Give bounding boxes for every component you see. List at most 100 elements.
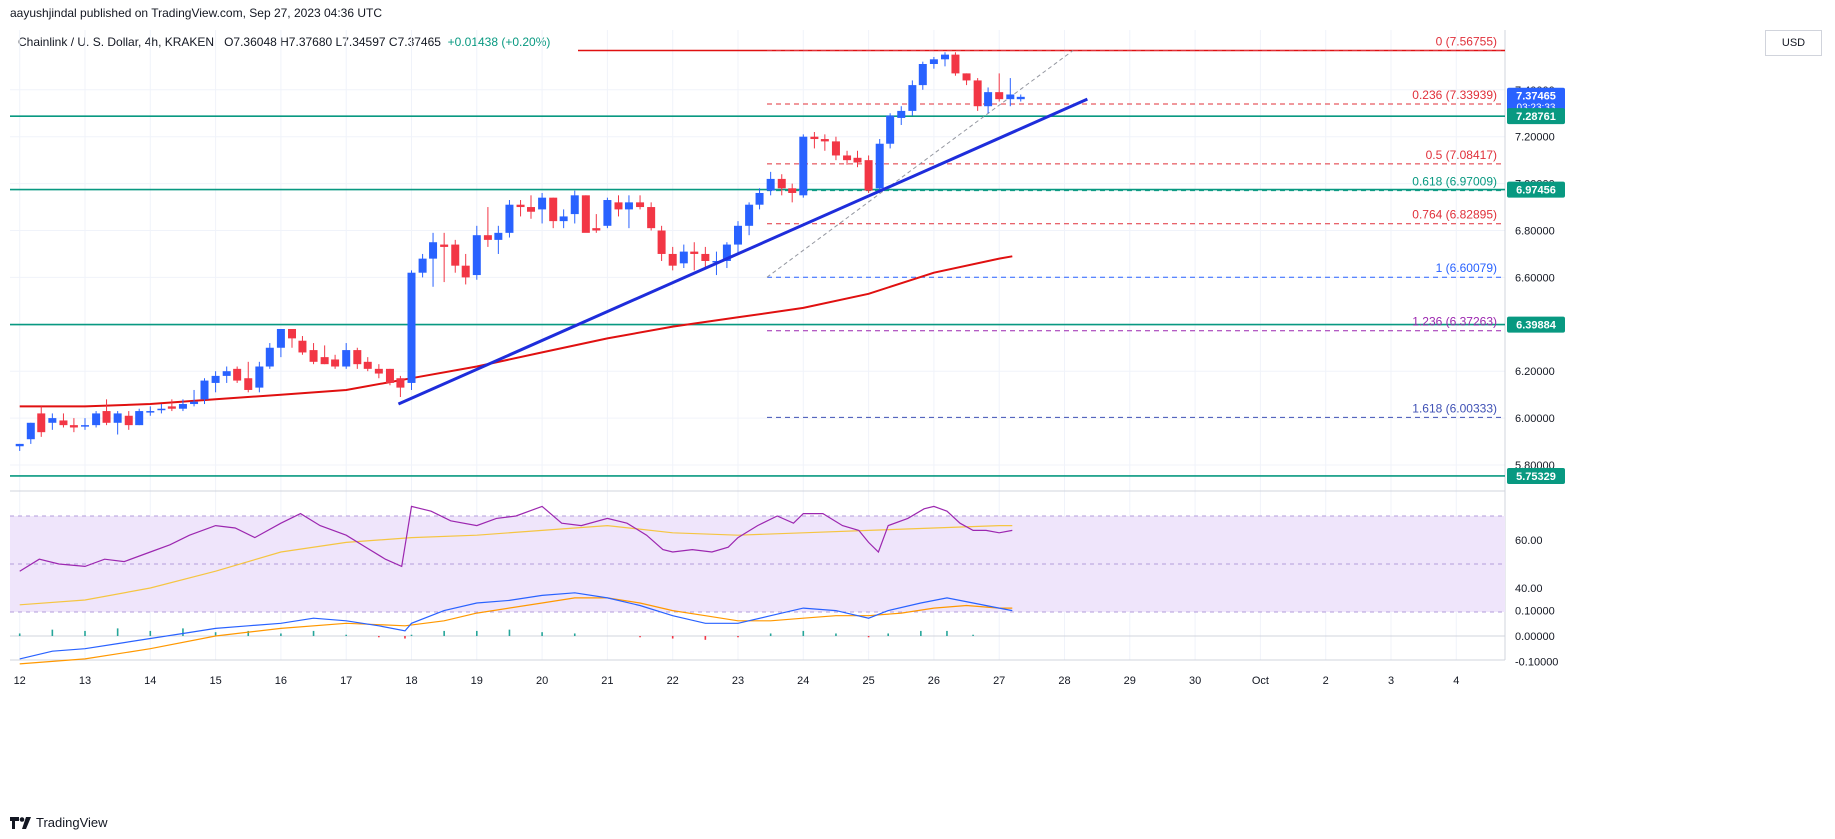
candle-body bbox=[211, 375, 220, 383]
symbol-legend: Chainlink / U. S. Dollar, 4h, KRAKEN O7.… bbox=[18, 35, 550, 49]
candle-body bbox=[48, 418, 57, 423]
price-tick-label: 6.00000 bbox=[1515, 413, 1555, 425]
macd-tick-label: 0.00000 bbox=[1515, 631, 1555, 643]
time-tick-label: 26 bbox=[928, 675, 940, 687]
candle-body bbox=[592, 228, 601, 231]
fib-level-label: 1 (6.60079) bbox=[1436, 261, 1497, 275]
candle-body bbox=[929, 59, 938, 65]
candle-body bbox=[668, 253, 677, 266]
candle-body bbox=[831, 141, 840, 156]
time-tick-label: 22 bbox=[667, 675, 679, 687]
time-tick-label: 16 bbox=[275, 675, 287, 687]
tradingview-logo: TradingView bbox=[10, 815, 108, 830]
macd-histogram-bar bbox=[116, 628, 119, 636]
candle-body bbox=[135, 411, 144, 426]
candle-body bbox=[755, 192, 764, 205]
time-tick-label: 21 bbox=[601, 675, 613, 687]
macd-histogram-bar bbox=[920, 630, 922, 636]
time-tick-label: 3 bbox=[1388, 675, 1394, 687]
time-tick-label: 24 bbox=[797, 675, 809, 687]
candle-body bbox=[113, 413, 122, 423]
fib-anchor-line bbox=[766, 50, 1074, 278]
time-tick-label: 23 bbox=[732, 675, 744, 687]
time-tick-label: 27 bbox=[993, 675, 1005, 687]
time-tick-label: 17 bbox=[340, 675, 352, 687]
candle-body bbox=[309, 350, 318, 362]
macd-histogram-bar bbox=[671, 636, 674, 639]
currency-button[interactable]: USD bbox=[1765, 30, 1822, 56]
macd-histogram-bar bbox=[312, 630, 315, 636]
macd-histogram-bar bbox=[149, 630, 152, 636]
price-tick-label: 6.20000 bbox=[1515, 366, 1555, 378]
candle-body bbox=[1016, 96, 1025, 100]
time-tick-label: Oct bbox=[1252, 675, 1269, 687]
ema-line bbox=[19, 255, 1013, 408]
ohlc-values: O7.36048 H7.37680 L7.34597 C7.37465 bbox=[224, 35, 441, 49]
candle-body bbox=[777, 178, 786, 189]
tradingview-logo-icon bbox=[10, 816, 31, 829]
macd-histogram-bar bbox=[280, 633, 282, 636]
candle-body bbox=[124, 415, 133, 426]
macd-tick-label: 0.10000 bbox=[1515, 606, 1555, 618]
time-tick-label: 13 bbox=[79, 675, 91, 687]
time-tick-label: 28 bbox=[1058, 675, 1070, 687]
time-tick-label: 29 bbox=[1124, 675, 1136, 687]
candle-body bbox=[69, 425, 78, 428]
candle-body bbox=[233, 368, 242, 381]
fibonacci-retracement: 0 (7.56755) 0.236 (7.33939) 0.5 (7.08417) 0… bbox=[766, 35, 1505, 418]
candle-body bbox=[288, 328, 297, 339]
candle-body bbox=[461, 265, 470, 278]
price-badge bbox=[1507, 316, 1565, 333]
candle-body bbox=[766, 178, 775, 191]
candle-body bbox=[962, 73, 971, 81]
candle-body bbox=[222, 371, 231, 376]
time-tick-label: 19 bbox=[471, 675, 483, 687]
macd-histogram-bar bbox=[639, 636, 641, 638]
candle-body bbox=[418, 258, 427, 273]
macd-histogram-bar bbox=[51, 629, 54, 636]
brand-name: TradingView bbox=[36, 815, 108, 830]
rsi-panel: 40.00 60.00 bbox=[10, 505, 1543, 613]
macd-histogram-bar bbox=[769, 633, 772, 636]
price-tick-label: 7.20000 bbox=[1515, 132, 1555, 144]
candle-body bbox=[276, 328, 285, 348]
macd-histogram-bar bbox=[345, 634, 347, 636]
candle-body bbox=[810, 136, 819, 140]
symbol-name: Chainlink / U. S. Dollar, 4h, KRAKEN bbox=[18, 35, 215, 49]
candle-body bbox=[407, 272, 416, 383]
candle-body bbox=[483, 235, 492, 240]
fib-level-label: 0 (7.56755) bbox=[1436, 35, 1497, 49]
time-axis: 12 13 14 15 16 17 18 19 20 21 22 23 24 25 26 27 28 29 30 Oc… bbox=[14, 675, 1460, 687]
macd-line bbox=[19, 592, 1013, 660]
candle-body bbox=[647, 207, 656, 229]
macd-signal-line bbox=[19, 597, 1013, 665]
candle-body bbox=[603, 200, 612, 226]
fib-level-label: 0.236 (7.33939) bbox=[1412, 88, 1497, 102]
candle-body bbox=[81, 425, 89, 427]
candle-body bbox=[549, 197, 558, 222]
candle-body bbox=[526, 207, 535, 212]
macd-tick-label: -0.10000 bbox=[1515, 656, 1558, 668]
candle-body bbox=[886, 115, 895, 144]
price-badge-label: 6.39884 bbox=[1516, 320, 1557, 332]
candle-body bbox=[440, 244, 449, 247]
candle-body bbox=[941, 54, 950, 60]
candle-body bbox=[908, 85, 917, 111]
candle-body bbox=[875, 143, 884, 189]
candle-body bbox=[995, 92, 1004, 100]
candle-body bbox=[820, 139, 829, 142]
time-tick-label: 2 bbox=[1323, 675, 1329, 687]
rsi-line bbox=[19, 505, 1013, 572]
candle-body bbox=[614, 202, 623, 210]
price-change: +0.01438 (+0.20%) bbox=[447, 35, 551, 49]
candle-body bbox=[363, 361, 372, 369]
macd-histogram-bar bbox=[508, 629, 511, 636]
macd-histogram-bar bbox=[443, 630, 445, 636]
macd-histogram-bar bbox=[18, 633, 21, 636]
candle-body bbox=[973, 80, 982, 107]
candle-body bbox=[701, 253, 710, 261]
candle-body bbox=[570, 195, 579, 215]
price-chart[interactable]: 0 (7.56755) 0.236 (7.33939) 0.5 (7.08417) 0… bbox=[0, 0, 1835, 800]
candle-body bbox=[320, 357, 329, 365]
horizontal-levels bbox=[10, 49, 1505, 477]
